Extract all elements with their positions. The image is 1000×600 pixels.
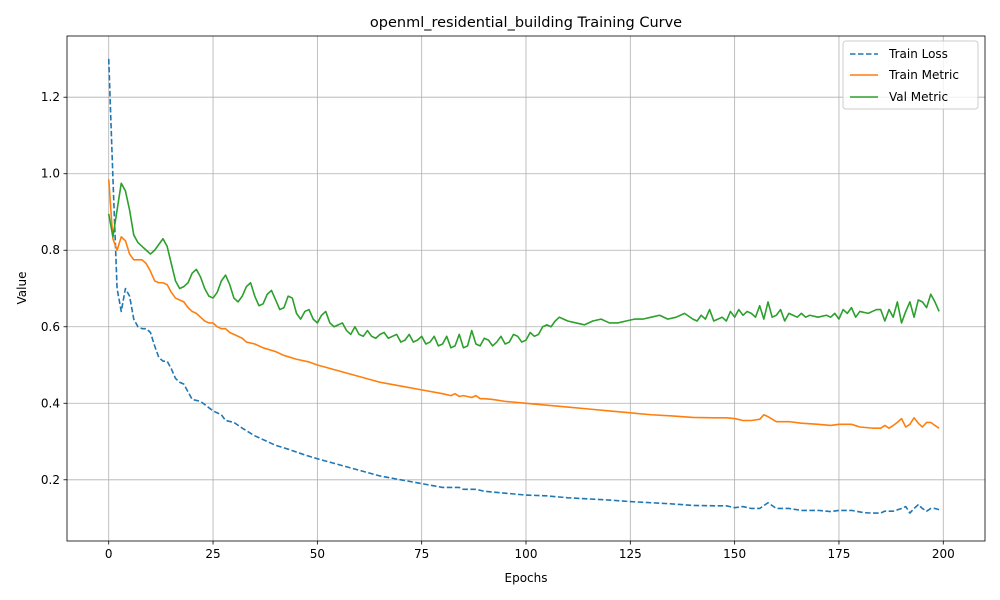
x-tick-label: 125 bbox=[619, 547, 642, 561]
x-tick-label: 75 bbox=[414, 547, 429, 561]
series-group bbox=[107, 58, 940, 514]
legend-label-val-metric: Val Metric bbox=[889, 90, 948, 104]
y-tick-label: 1.0 bbox=[41, 167, 60, 181]
y-tick-label: 0.8 bbox=[41, 243, 60, 257]
x-tick-label: 150 bbox=[723, 547, 746, 561]
x-tick-label: 200 bbox=[932, 547, 955, 561]
x-tick-label: 100 bbox=[515, 547, 538, 561]
series-line-train-metric bbox=[107, 179, 940, 429]
x-tick-label: 25 bbox=[205, 547, 220, 561]
legend: Train Loss Train Metric Val Metric bbox=[842, 40, 979, 110]
y-tick-label: 0.2 bbox=[41, 473, 60, 487]
y-tick-label: 0.6 bbox=[41, 320, 60, 334]
y-axis-title: Value bbox=[15, 272, 29, 305]
x-tick-label: 175 bbox=[828, 547, 851, 561]
legend-label-train-loss: Train Loss bbox=[888, 47, 948, 61]
y-tick-label: 1.2 bbox=[41, 90, 60, 104]
series-line-val-metric bbox=[107, 182, 940, 349]
ticks: 0 25 50 75 100 125 150 175 200 0.2 0.4 0.6 0.8 1.0 1.2 bbox=[41, 90, 955, 561]
y-tick-label: 0.4 bbox=[41, 396, 60, 410]
legend-box bbox=[842, 40, 979, 110]
chart-title: openml_residential_building Training Cur… bbox=[370, 15, 682, 31]
x-tick-label: 50 bbox=[310, 547, 325, 561]
series-line-train-loss bbox=[107, 58, 940, 514]
x-tick-label: 0 bbox=[105, 547, 113, 561]
x-axis-title: Epochs bbox=[505, 571, 548, 585]
legend-label-train-metric: Train Metric bbox=[888, 68, 959, 82]
